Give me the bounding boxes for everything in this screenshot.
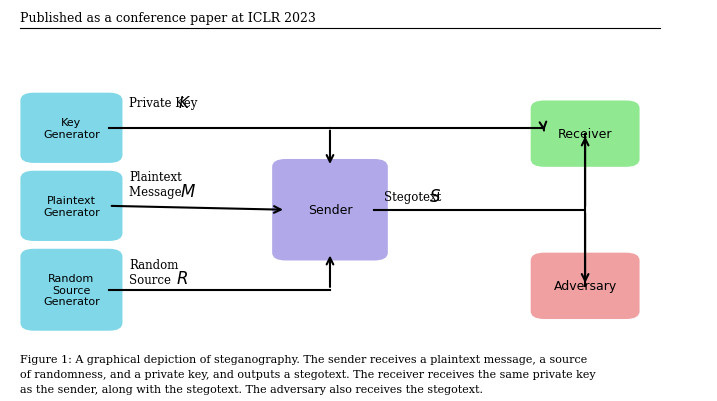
Text: Figure 1: A graphical depiction of steganography. The sender receives a plaintex: Figure 1: A graphical depiction of stega… bbox=[20, 354, 596, 394]
Text: Random
Source: Random Source bbox=[129, 259, 179, 286]
Text: Published as a conference paper at ICLR 2023: Published as a conference paper at ICLR … bbox=[20, 12, 316, 24]
Text: Plaintext
Generator: Plaintext Generator bbox=[43, 196, 100, 217]
Text: Stegotext: Stegotext bbox=[384, 190, 445, 203]
Text: Private Key: Private Key bbox=[129, 97, 201, 109]
FancyBboxPatch shape bbox=[531, 253, 640, 319]
FancyBboxPatch shape bbox=[531, 101, 640, 167]
Text: Key
Generator: Key Generator bbox=[43, 117, 100, 139]
Text: Random
Source
Generator: Random Source Generator bbox=[43, 273, 100, 307]
Text: Adversary: Adversary bbox=[554, 279, 617, 293]
Text: $S$: $S$ bbox=[429, 189, 441, 206]
FancyBboxPatch shape bbox=[272, 160, 388, 261]
Text: $K$: $K$ bbox=[179, 95, 191, 111]
Text: $R$: $R$ bbox=[176, 271, 188, 288]
FancyBboxPatch shape bbox=[20, 93, 123, 164]
FancyBboxPatch shape bbox=[20, 249, 123, 331]
Text: $M$: $M$ bbox=[180, 183, 196, 200]
Text: Receiver: Receiver bbox=[558, 128, 612, 141]
FancyBboxPatch shape bbox=[20, 171, 123, 241]
Text: Sender: Sender bbox=[308, 204, 352, 217]
Text: Plaintext
Message: Plaintext Message bbox=[129, 171, 186, 199]
